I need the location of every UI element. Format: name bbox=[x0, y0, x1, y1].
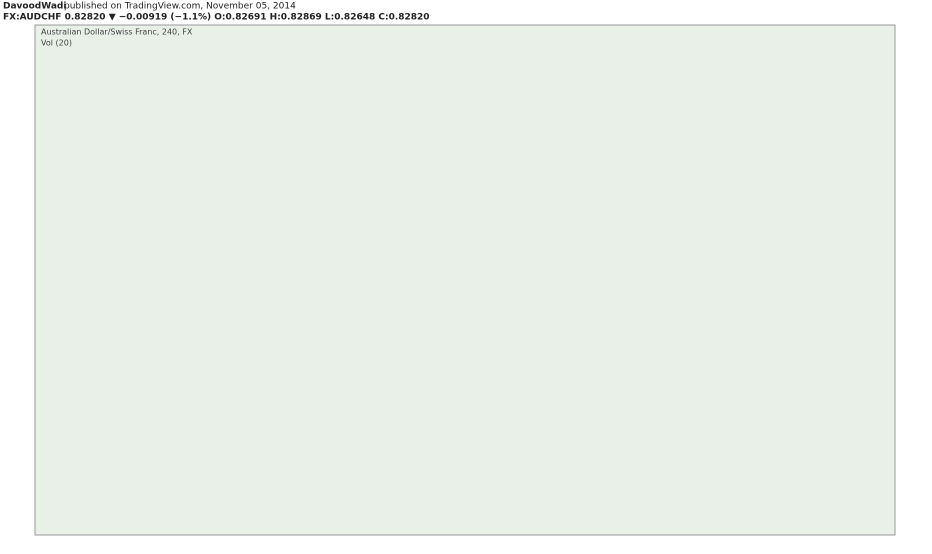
author[interactable]: DavoodWadi bbox=[3, 2, 66, 12]
quote: FX:AUDCHF 0.82820 ▼ −0.00919 (−1.1%) O:0… bbox=[3, 13, 430, 23]
plot-border bbox=[34, 24, 896, 536]
chart-title: Australian Dollar/Swiss Franc, 240, FX bbox=[41, 28, 193, 37]
published: published on TradingView.com, November 0… bbox=[64, 2, 296, 12]
indicator-label: Vol (20) bbox=[41, 39, 72, 48]
plot-background bbox=[35, 25, 895, 535]
